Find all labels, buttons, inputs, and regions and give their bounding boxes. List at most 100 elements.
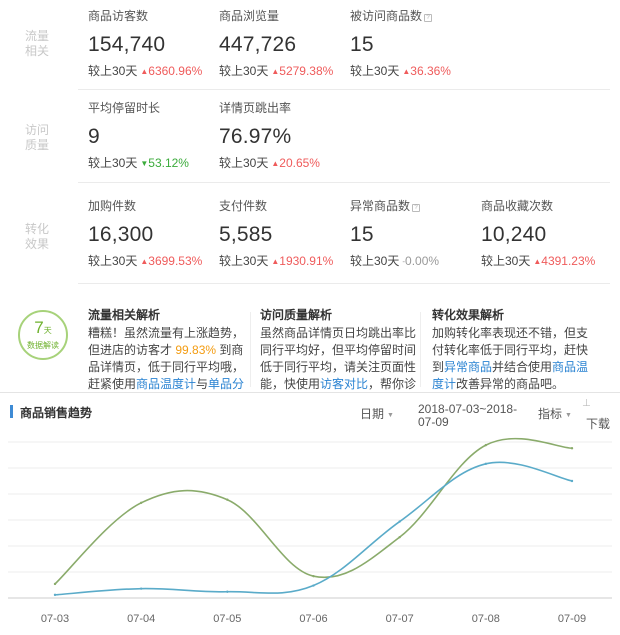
- link-visitor-compare[interactable]: 访客对比: [320, 377, 369, 391]
- metric-change: 36.36%: [410, 64, 451, 78]
- metric-value: 5,585: [219, 223, 273, 246]
- metric-compare: 较上30天 ▲4391.23%: [481, 254, 596, 268]
- series-0-point[interactable]: [226, 498, 229, 501]
- badge-days: 7天: [34, 318, 52, 337]
- metric-conversion-3[interactable]: 商品收藏次数 10,240 较上30天 ▲4391.23%: [481, 198, 611, 269]
- title-accent-bar: [10, 405, 13, 418]
- date-range-picker[interactable]: 2018-07-03~2018-07-09: [418, 402, 518, 429]
- metric-quality-0[interactable]: 平均停留时长 9 较上30天 ▼53.12%: [88, 100, 218, 171]
- link-product-thermometer[interactable]: 商品温度计: [136, 377, 197, 391]
- analysis-text: 到商品详情页，低于同行平均哦，赶紧使用: [88, 343, 245, 391]
- link-abnormal-products[interactable]: 异常商品: [444, 360, 493, 374]
- series-1-point[interactable]: [570, 479, 574, 483]
- trend-up-icon: ▲: [140, 257, 149, 266]
- metric-compare: 较上30天 ▲6360.96%: [88, 64, 203, 78]
- metric-compare: 较上30天 ▼53.12%: [88, 156, 189, 170]
- x-tick-label: 07-06: [299, 613, 327, 625]
- analysis-text: 糟糕！虽然流量有上涨趋势，但进店的访客才: [88, 326, 245, 357]
- series-1-point[interactable]: [398, 520, 401, 523]
- analysis-quality: 访问质量解析 虽然商品详情页日均跳出率比同行平均好，但平均停留时间低于同行平均，…: [260, 307, 420, 392]
- series-0-point[interactable]: [139, 501, 143, 505]
- metric-dropdown[interactable]: 指标 ▼: [538, 407, 572, 421]
- series-line-0[interactable]: [54, 437, 573, 585]
- analysis-text: 虽然商品详情页日均跳出率比同行平均好，但平均停留时间低于同行平均，请关注页面性能…: [260, 326, 417, 391]
- metric-compare: 较上30天 ▲20.65%: [219, 156, 320, 170]
- metric-change: 1930.91%: [279, 254, 334, 268]
- metric-traffic-1[interactable]: 商品浏览量 447,726 较上30天 ▲5279.38%: [219, 8, 349, 79]
- analysis-title: 流量相关解析: [88, 308, 161, 322]
- series-1-point[interactable]: [139, 587, 143, 590]
- analysis-highlight: 99.83%: [175, 343, 217, 357]
- metric-quality-1[interactable]: 详情页跳出率 76.97% 较上30天 ▲20.65%: [219, 100, 349, 171]
- chart-toolbar: 商品销售趋势 日期 ▼ 2018-07-03~2018-07-09 指标 ▼ ⊥ 下…: [0, 392, 620, 431]
- trend-up-icon: ▲: [271, 67, 280, 76]
- metric-value: 154,740: [88, 33, 166, 56]
- trend-down-icon: ▼: [140, 159, 149, 168]
- metric-value: 447,726: [219, 33, 297, 56]
- question-icon[interactable]: ?: [424, 14, 433, 22]
- series-1-point[interactable]: [226, 590, 229, 593]
- analysis-title: 访问质量解析: [260, 308, 333, 322]
- analysis-text: 并结合使用: [492, 360, 553, 374]
- link-single-product-analysis[interactable]: 单品分: [208, 377, 245, 391]
- divider: [250, 312, 251, 387]
- sales-trend-chart: 07-03 07-04 07-05 07-06 07-07 07-08 07-09: [8, 437, 612, 625]
- metric-value: 9: [88, 125, 100, 148]
- metric-change: 20.65%: [279, 156, 320, 170]
- metric-title: 详情页跳出率: [219, 101, 292, 115]
- analysis-title: 转化效果解析: [432, 308, 505, 322]
- date-dropdown[interactable]: 日期 ▼: [360, 407, 394, 421]
- series-0-point[interactable]: [570, 447, 574, 450]
- x-tick-label: 07-08: [472, 613, 500, 625]
- series-0-point[interactable]: [484, 443, 488, 447]
- metric-title: 支付件数: [219, 199, 268, 213]
- trend-up-icon: ▲: [140, 67, 149, 76]
- series-0-point[interactable]: [312, 574, 315, 578]
- metric-conversion-0[interactable]: 加购件数 16,300 较上30天 ▲3699.53%: [88, 198, 218, 269]
- series-1-point[interactable]: [484, 462, 488, 466]
- question-icon[interactable]: ?: [412, 204, 421, 212]
- analysis-text: 与: [196, 377, 209, 391]
- chart-title: 商品销售趋势: [20, 406, 93, 420]
- metric-compare: 较上30天 -0.00%: [350, 254, 440, 268]
- trend-flat-icon: -: [402, 257, 406, 266]
- analysis-traffic: 流量相关解析 糟糕！虽然流量有上涨趋势，但进店的访客才 99.83% 到商品详情…: [88, 307, 248, 392]
- metric-change: 4391.23%: [541, 254, 596, 268]
- analysis-text: 改善异常的商品吧。: [456, 377, 565, 391]
- metric-title: 异常商品数?: [350, 198, 480, 214]
- download-icon[interactable]: ⊥: [582, 398, 591, 409]
- trend-up-icon: ▲: [271, 159, 280, 168]
- series-0-point[interactable]: [53, 582, 57, 586]
- section-quality: 访问质量: [0, 89, 620, 181]
- divider: [78, 283, 610, 284]
- section-conversion: 转化效果: [0, 182, 620, 282]
- metric-value: 15: [350, 223, 374, 246]
- metric-conversion-1[interactable]: 支付件数 5,585 较上30天 ▲1930.91%: [219, 198, 349, 269]
- trend-up-icon: ▲: [533, 257, 542, 266]
- metric-title: 商品访客数: [88, 9, 149, 23]
- metric-change: 3699.53%: [148, 254, 203, 268]
- section-label-conversion: 转化效果: [24, 222, 49, 251]
- metric-compare: 较上30天 ▲3699.53%: [88, 254, 203, 268]
- metric-compare: 较上30天 ▲5279.38%: [219, 64, 334, 78]
- metric-value: 10,240: [481, 223, 547, 246]
- metric-compare: 较上30天 ▲36.36%: [350, 64, 451, 78]
- x-tick-label: 07-07: [386, 613, 414, 625]
- divider: [78, 89, 610, 90]
- data-interpretation-badge[interactable]: 7天 数据解读: [18, 310, 68, 360]
- download-button[interactable]: 下载: [586, 417, 611, 431]
- metric-title: 加购件数: [88, 199, 137, 213]
- badge-label: 数据解读: [27, 341, 59, 350]
- metric-traffic-2[interactable]: 被访问商品数? 15 较上30天 ▲36.36%: [350, 8, 480, 79]
- analysis-conversion: 转化效果解析 加购转化率表现还不错，但支付转化率低于同行平均，赶快到异常商品并结…: [432, 307, 592, 392]
- x-tick-label: 07-09: [558, 613, 586, 625]
- section-traffic: 流量相关: [0, 0, 620, 88]
- divider: [78, 182, 610, 183]
- link-product-thermometer[interactable]: 商品温度计: [432, 360, 589, 391]
- metric-title: 被访问商品数?: [350, 8, 480, 24]
- series-0-point[interactable]: [398, 535, 401, 539]
- metric-traffic-0[interactable]: 商品访客数 154,740 较上30天 ▲6360.96%: [88, 8, 218, 79]
- metric-conversion-2[interactable]: 异常商品数? 15 较上30天 -0.00%: [350, 198, 480, 269]
- series-1-point[interactable]: [53, 593, 57, 597]
- series-1-point[interactable]: [312, 584, 315, 587]
